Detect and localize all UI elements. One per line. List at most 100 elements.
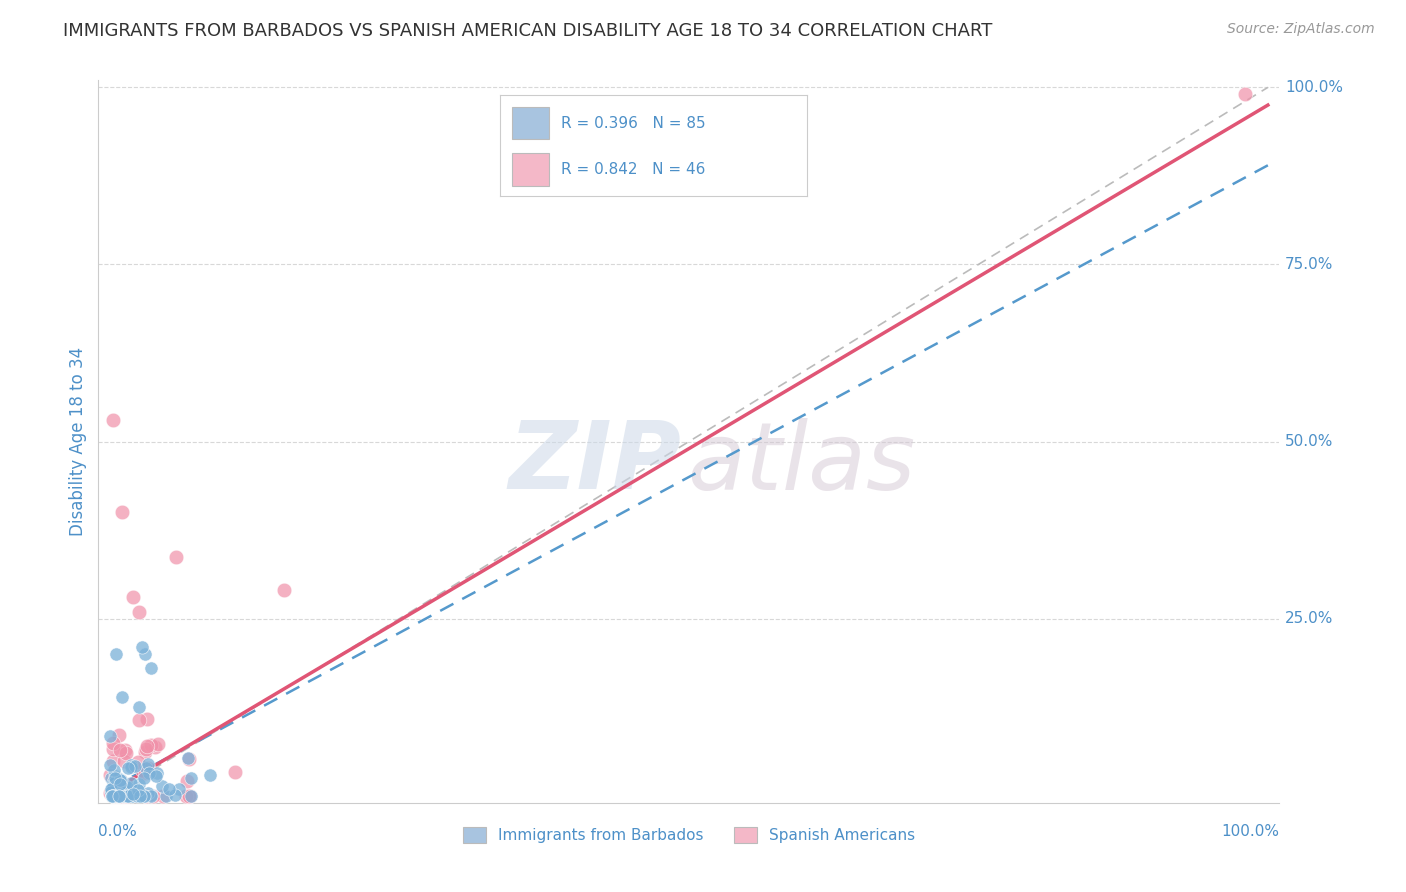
Point	[101, 789, 124, 803]
Point	[103, 413, 125, 427]
Point	[98, 785, 121, 799]
Point	[100, 771, 122, 785]
Point	[145, 765, 167, 780]
Point	[150, 779, 173, 793]
Point	[101, 789, 124, 803]
Point	[112, 789, 135, 803]
Point	[127, 783, 149, 797]
Point	[98, 758, 121, 772]
Point	[180, 771, 202, 785]
Point	[145, 769, 167, 783]
Point	[200, 768, 222, 782]
Point	[1233, 87, 1256, 102]
Point	[134, 766, 156, 780]
Point	[128, 700, 150, 714]
Point	[177, 751, 200, 765]
Point	[104, 789, 127, 803]
Point	[125, 789, 148, 803]
Point	[100, 785, 122, 799]
Point	[121, 789, 143, 803]
Text: ZIP: ZIP	[508, 417, 681, 509]
Point	[135, 789, 157, 803]
Point	[112, 789, 135, 803]
Point	[141, 788, 163, 802]
Point	[177, 789, 200, 803]
Point	[127, 756, 149, 770]
Point	[179, 789, 201, 803]
Point	[139, 738, 162, 752]
Text: 100.0%: 100.0%	[1285, 80, 1343, 95]
Point	[104, 789, 127, 803]
Point	[115, 780, 138, 794]
Legend: Immigrants from Barbados, Spanish Americans: Immigrants from Barbados, Spanish Americ…	[457, 822, 921, 849]
Point	[104, 783, 127, 797]
Point	[180, 789, 202, 803]
Point	[107, 789, 129, 803]
Point	[136, 739, 159, 753]
Point	[105, 789, 128, 803]
Point	[155, 789, 177, 803]
Y-axis label: Disability Age 18 to 34: Disability Age 18 to 34	[69, 347, 87, 536]
Point	[101, 789, 124, 803]
Point	[100, 729, 122, 743]
Point	[117, 789, 139, 803]
Point	[110, 772, 132, 787]
Point	[103, 775, 125, 789]
Point	[103, 789, 125, 803]
Point	[103, 754, 125, 768]
Point	[121, 789, 143, 803]
Point	[139, 789, 162, 803]
Point	[177, 751, 200, 765]
Point	[138, 765, 160, 780]
Point	[101, 741, 124, 756]
Point	[101, 789, 124, 803]
Point	[103, 776, 125, 790]
Point	[110, 777, 132, 791]
Point	[105, 789, 128, 803]
Point	[110, 772, 132, 787]
Text: IMMIGRANTS FROM BARBADOS VS SPANISH AMERICAN DISABILITY AGE 18 TO 34 CORRELATION: IMMIGRANTS FROM BARBADOS VS SPANISH AMER…	[63, 22, 993, 40]
Point	[157, 781, 180, 796]
Point	[107, 789, 129, 803]
Point	[139, 661, 162, 675]
Point	[115, 746, 138, 760]
Text: 50.0%: 50.0%	[1285, 434, 1334, 449]
Text: 0.0%: 0.0%	[98, 824, 138, 839]
Point	[110, 690, 132, 704]
Point	[135, 761, 157, 775]
Point	[110, 505, 132, 519]
Point	[110, 789, 132, 803]
Point	[112, 777, 135, 791]
Point	[110, 789, 132, 803]
Point	[163, 788, 186, 802]
Point	[101, 780, 124, 794]
Point	[134, 647, 156, 661]
Point	[105, 789, 128, 803]
Point	[122, 591, 145, 605]
Point	[108, 728, 131, 742]
Point	[107, 789, 129, 803]
Point	[121, 787, 143, 801]
Point	[104, 647, 127, 661]
Point	[108, 789, 131, 803]
Point	[100, 789, 122, 803]
Point	[134, 789, 156, 803]
Point	[176, 774, 198, 789]
Text: 75.0%: 75.0%	[1285, 257, 1334, 272]
Point	[134, 745, 156, 759]
Text: 25.0%: 25.0%	[1285, 611, 1334, 626]
Point	[104, 769, 127, 783]
Point	[100, 782, 122, 797]
Point	[108, 787, 131, 801]
Point	[146, 737, 169, 751]
Point	[120, 776, 142, 790]
Point	[135, 742, 157, 756]
Point	[103, 736, 125, 750]
Point	[100, 785, 122, 799]
Point	[135, 712, 157, 726]
Point	[134, 771, 156, 785]
Point	[224, 764, 246, 779]
Point	[165, 549, 187, 564]
Point	[104, 789, 127, 803]
Point	[128, 713, 150, 727]
